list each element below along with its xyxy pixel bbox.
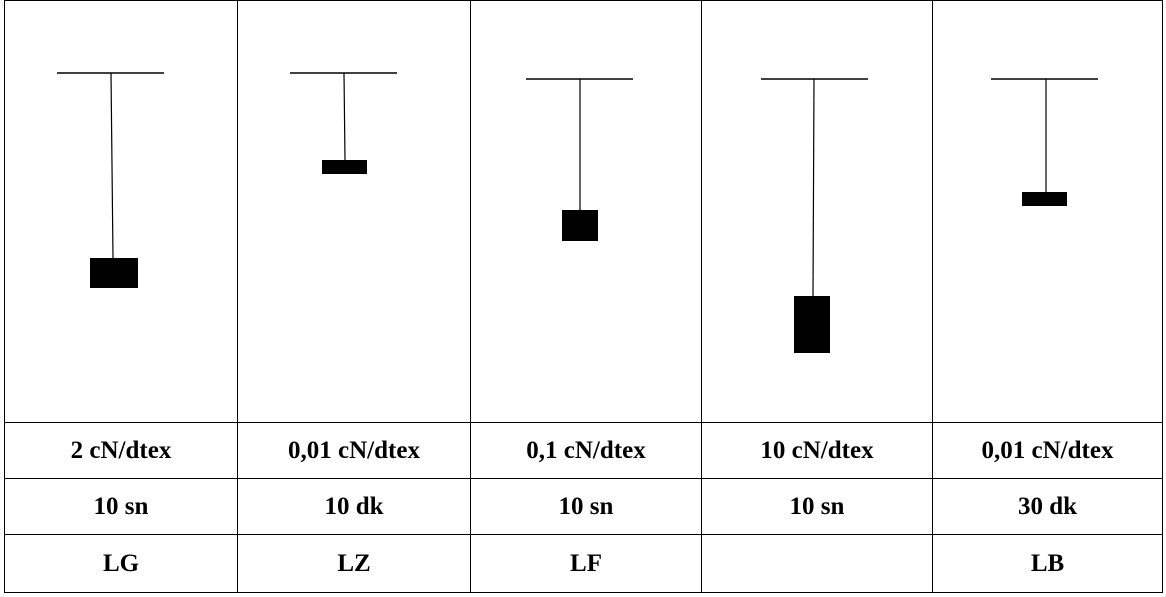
load-row: 2 cN/dtex 0,01 cN/dtex 0,1 cN/dtex 10 cN… xyxy=(4,422,1163,479)
diagram-cell-1 xyxy=(4,0,238,423)
code-label: LG xyxy=(4,534,238,593)
weight-block xyxy=(1022,192,1067,206)
hanging-weight-diagram-3 xyxy=(526,78,633,241)
load-label: 0,01 cN/dtex xyxy=(237,422,471,479)
hanging-weight-diagram-4 xyxy=(761,78,868,353)
code-label: LZ xyxy=(237,534,471,593)
diagram-row xyxy=(4,0,1163,423)
weight-block xyxy=(794,296,830,353)
load-test-table-container: 2 cN/dtex 0,01 cN/dtex 0,1 cN/dtex 10 cN… xyxy=(4,0,1163,597)
suspension-thread xyxy=(110,72,114,259)
load-label: 10 cN/dtex xyxy=(701,422,933,479)
code-label xyxy=(701,534,933,593)
load-label: 0,1 cN/dtex xyxy=(470,422,702,479)
suspension-thread xyxy=(343,72,346,161)
time-label: 10 sn xyxy=(4,478,238,535)
load-label: 2 cN/dtex xyxy=(4,422,238,479)
load-label: 0,01 cN/dtex xyxy=(932,422,1163,479)
time-label: 30 dk xyxy=(932,478,1163,535)
time-label: 10 dk xyxy=(237,478,471,535)
diagram-cell-2 xyxy=(237,0,471,423)
weight-block xyxy=(90,258,138,288)
time-row: 10 sn 10 dk 10 sn 10 sn 30 dk xyxy=(4,478,1163,535)
diagram-cell-4 xyxy=(701,0,933,423)
weight-block xyxy=(562,210,598,241)
hanging-weight-diagram-2 xyxy=(290,72,397,174)
diagram-cell-5 xyxy=(932,0,1163,423)
hanging-weight-diagram-1 xyxy=(57,72,164,288)
code-label: LB xyxy=(932,534,1163,593)
time-label: 10 sn xyxy=(470,478,702,535)
hanging-weight-diagram-5 xyxy=(991,78,1098,206)
load-test-table: 2 cN/dtex 0,01 cN/dtex 0,1 cN/dtex 10 cN… xyxy=(4,0,1163,593)
suspension-thread xyxy=(812,78,815,297)
time-label: 10 sn xyxy=(701,478,933,535)
code-label: LF xyxy=(470,534,702,593)
weight-block xyxy=(322,160,367,174)
diagram-cell-3 xyxy=(470,0,702,423)
code-row: LG LZ LF LB xyxy=(4,534,1163,593)
